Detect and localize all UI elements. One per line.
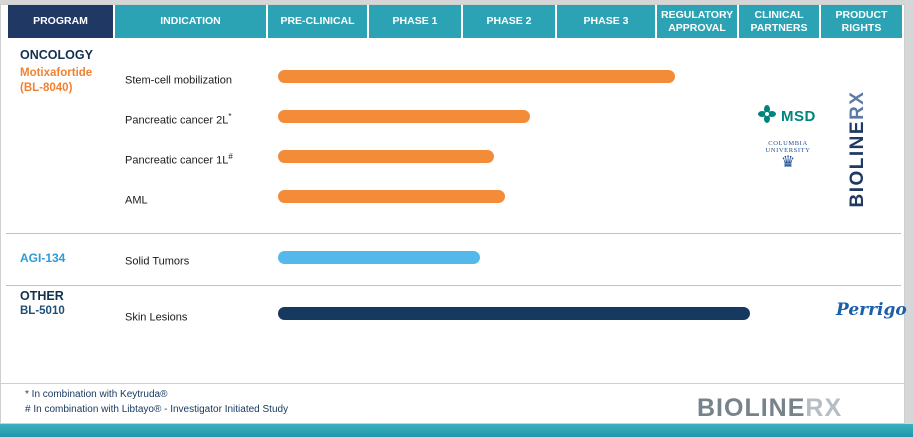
indication-label: Skin Lesions bbox=[125, 307, 187, 325]
biolinerx-vertical-part1: BIOLINE bbox=[847, 119, 868, 208]
indication-text: AML bbox=[125, 194, 148, 207]
column-header-phase-2: PHASE 2 bbox=[463, 5, 555, 38]
pipeline-bar-pancreatic-cancer-2l bbox=[278, 110, 530, 123]
indication-text: Skin Lesions bbox=[125, 311, 188, 324]
section-title-other: OTHER bbox=[20, 289, 64, 303]
biolinerx-footer-part1: BIOLINE bbox=[697, 394, 806, 422]
indication-superscript: * bbox=[228, 112, 232, 121]
indication-text: Pancreatic cancer 2L bbox=[125, 114, 229, 127]
pipeline-bar-skin-lesions bbox=[278, 307, 750, 320]
indication-label: Pancreatic cancer 2L* bbox=[125, 110, 231, 128]
pipeline-bar-stem-cell-mobilization bbox=[278, 70, 675, 83]
column-header-phase-1: PHASE 1 bbox=[369, 5, 461, 38]
footnote-keytruda: * In combination with Keytruda® bbox=[25, 389, 168, 400]
section-divider bbox=[6, 285, 901, 286]
msd-icon bbox=[757, 104, 777, 129]
indication-text: Stem-cell mobilization bbox=[125, 74, 232, 87]
indication-label: AML bbox=[125, 190, 148, 208]
column-header-clinical-partners: CLINICAL PARTNERS bbox=[739, 5, 819, 38]
program-motixafortide: Motixafortide bbox=[20, 67, 93, 79]
indication-label: Solid Tumors bbox=[125, 251, 189, 269]
section-divider bbox=[6, 233, 901, 234]
columbia-text-line2: UNIVERSITY bbox=[765, 147, 811, 154]
footnote-libtayo: # In combination with Libtayo® - Investi… bbox=[25, 404, 289, 415]
partner-perrigo-logo: Perrigo bbox=[836, 300, 907, 320]
program-bl-5010: BL-5010 bbox=[20, 305, 65, 317]
program-motixafortide-code: (BL-8040) bbox=[20, 82, 73, 94]
pipeline-card bbox=[0, 4, 905, 424]
biolinerx-vertical-part2: RX bbox=[847, 90, 868, 120]
pipeline-bar-aml bbox=[278, 190, 505, 203]
footer-divider bbox=[0, 383, 905, 384]
column-header-phase-3: PHASE 3 bbox=[557, 5, 655, 38]
indication-label: Stem-cell mobilization bbox=[125, 70, 232, 88]
column-header-program: PROGRAM bbox=[8, 5, 113, 38]
section-title-oncology: ONCOLOGY bbox=[20, 48, 93, 62]
column-header-indication: INDICATION bbox=[115, 5, 266, 38]
bottom-accent-bar bbox=[0, 424, 913, 437]
biolinerx-footer-logo: BIOLINERX bbox=[697, 394, 842, 423]
indication-text: Pancreatic cancer 1L bbox=[125, 154, 229, 167]
pipeline-bar-pancreatic-cancer-1l bbox=[278, 150, 494, 163]
indication-label: Pancreatic cancer 1L# bbox=[125, 150, 233, 168]
indication-text: Solid Tumors bbox=[125, 255, 190, 268]
indication-superscript: # bbox=[228, 152, 233, 161]
column-header-regulatory-approval: REGULATORY APPROVAL bbox=[657, 5, 737, 38]
biolinerx-footer-part2: RX bbox=[805, 394, 843, 422]
partner-columbia-logo: COLUMBIA UNIVERSITY ♛ bbox=[758, 140, 818, 172]
column-header-pre-clinical: PRE-CLINICAL bbox=[268, 5, 367, 38]
pipeline-bar-solid-tumors bbox=[278, 251, 480, 264]
program-agi-134: AGI-134 bbox=[20, 251, 66, 265]
columbia-text-line1: COLUMBIA bbox=[768, 140, 808, 147]
table-header: PROGRAM INDICATION PRE-CLINICAL PHASE 1 … bbox=[8, 5, 902, 38]
column-header-product-rights: PRODUCT RIGHTS bbox=[821, 5, 902, 38]
partner-msd-logo: MSD bbox=[757, 104, 816, 129]
msd-wordmark: MSD bbox=[781, 108, 816, 125]
columbia-crown-icon: ♛ bbox=[780, 154, 796, 171]
product-rights-biolinerx-vertical-logo: BIOLINERX bbox=[847, 59, 869, 239]
